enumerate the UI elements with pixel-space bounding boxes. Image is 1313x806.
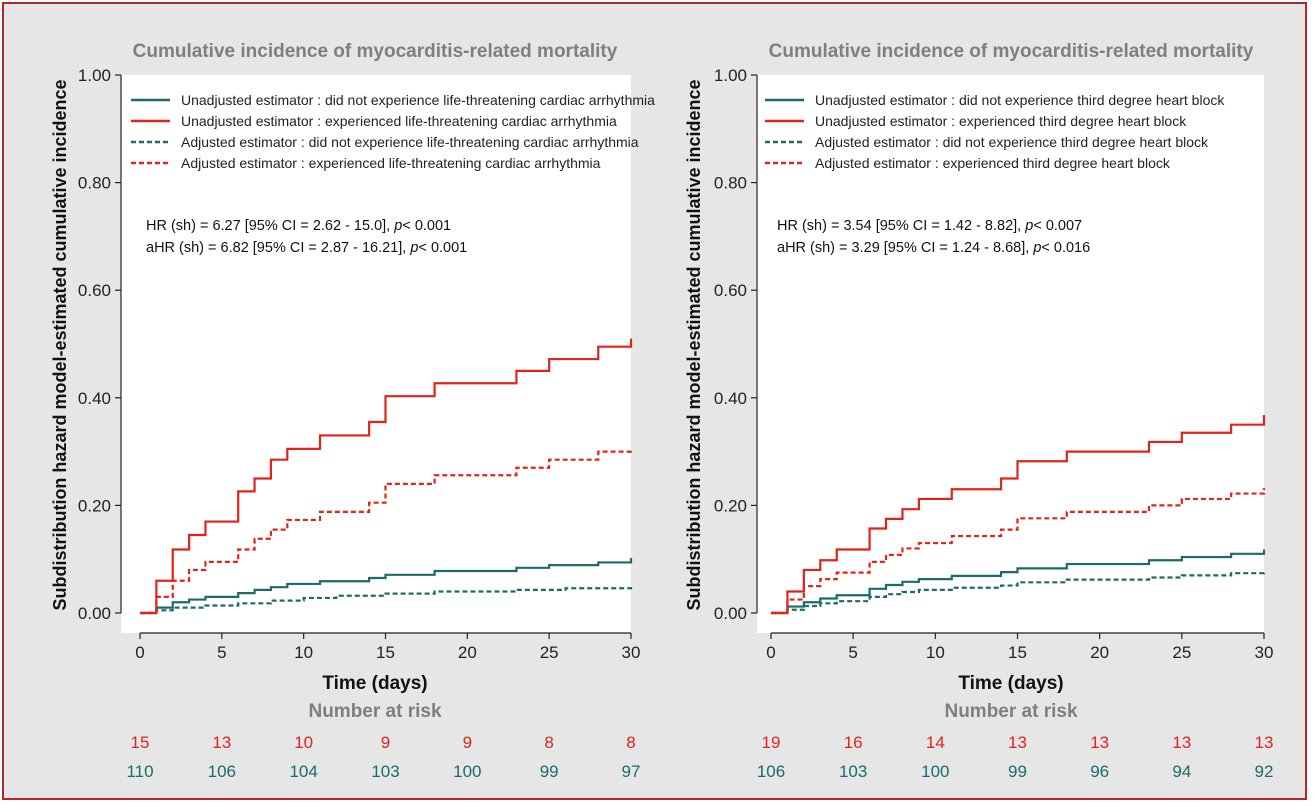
y-tick-label: 0.00 [78,604,111,623]
risk-count-unexposed: 97 [622,762,641,781]
risk-table-title: Number at risk [308,701,441,722]
risk-count-unexposed: 99 [1008,762,1027,781]
risk-count-unexposed: 96 [1090,762,1109,781]
axes: 0.00 0.20 0.40 0.60 0.80 1.00 0 5 10 15 20 25 30 [714,66,1274,662]
x-tick-label: 15 [1008,643,1027,662]
x-tick-label: 30 [622,643,641,662]
legend-entry: Adjusted estimator : did not experience … [815,134,1209,150]
x-axis-label: Time (days) [958,673,1063,694]
legend-entry: Adjusted estimator : did not experience … [181,134,639,150]
risk-count-exposed: 19 [762,733,781,752]
legend-entry: Unadjusted estimator : experienced life-… [181,113,617,129]
ahr-annotation: aHR (sh) = 6.82 [95% CI = 2.87 - 16.21],… [146,240,467,256]
y-tick-label: 0.20 [78,496,111,515]
risk-count-unexposed: 94 [1172,762,1191,781]
series-line-3 [140,448,633,615]
risk-count-unexposed: 106 [757,762,785,781]
x-tick-label: 0 [135,643,144,662]
y-tick-label: 0.40 [714,389,747,408]
x-tick-label: 5 [217,643,226,662]
risk-count-exposed: 13 [1255,733,1274,752]
risk-table: 19 106 16 103 14 100 13 99 13 96 13 94 13 92 [757,733,1274,781]
x-tick-label: 15 [376,643,395,662]
risk-count-unexposed: 106 [208,762,236,781]
series-line-1 [140,338,633,615]
series-line-3 [771,488,1266,615]
risk-count-unexposed: 110 [126,762,153,781]
y-axis-label: Subdistribution hazard model-estimated c… [684,79,704,610]
series-line-2 [140,586,633,615]
series-group [140,338,633,615]
risk-count-exposed: 13 [1172,733,1191,752]
panel-left: Cumulative incidence of myocarditis-rela… [50,41,655,781]
series-line-2 [771,571,1266,615]
ahr-annotation: aHR (sh) = 3.29 [95% CI = 1.24 - 8.68], … [777,240,1090,256]
risk-count-unexposed: 103 [371,762,399,781]
risk-count-unexposed: 100 [453,762,481,781]
legend-entry: Adjusted estimator : experienced third d… [815,155,1171,171]
x-tick-label: 30 [1255,643,1274,662]
hr-annotation: HR (sh) = 3.54 [95% CI = 1.42 - 8.82], p… [777,218,1082,234]
legend-entry: Adjusted estimator : experienced life-th… [181,155,601,171]
x-tick-label: 10 [926,643,945,662]
x-tick-label: 25 [1172,643,1191,662]
axes: 0.00 0.20 0.40 0.60 0.80 1.00 0 5 10 15 20 25 30 [78,66,641,662]
panel-title: Cumulative incidence of myocarditis-rela… [769,41,1254,62]
x-tick-label: 20 [458,643,477,662]
x-tick-label: 20 [1090,643,1109,662]
legend-entry: Unadjusted estimator : did not experienc… [181,92,655,108]
risk-count-exposed: 15 [131,733,150,752]
y-tick-label: 0.80 [714,174,747,193]
plot-area [121,75,631,633]
panel-title: Cumulative incidence of myocarditis-rela… [133,41,618,62]
risk-count-unexposed: 92 [1255,762,1274,781]
x-tick-label: 10 [294,643,313,662]
y-tick-label: 0.60 [78,281,111,300]
x-tick-label: 5 [848,643,857,662]
risk-table: 15 110 13 106 10 104 9 103 9 100 8 99 8 97 [126,733,640,781]
risk-count-exposed: 8 [626,733,635,752]
x-axis-label: Time (days) [322,673,427,694]
y-tick-label: 1.00 [78,66,111,85]
hr-annotation: HR (sh) = 6.27 [95% CI = 2.62 - 15.0], p… [146,218,451,234]
series-line-0 [771,549,1266,615]
panel-right: Cumulative incidence of myocarditis-rela… [684,41,1273,781]
risk-count-unexposed: 104 [289,762,317,781]
series-group [771,415,1266,615]
risk-count-exposed: 13 [1090,733,1109,752]
y-tick-label: 0.80 [78,174,111,193]
risk-count-exposed: 10 [294,733,313,752]
y-tick-label: 0.60 [714,281,747,300]
risk-count-unexposed: 103 [839,762,867,781]
plot-area [757,75,1264,633]
x-tick-label: 25 [540,643,559,662]
risk-count-exposed: 9 [463,733,472,752]
risk-count-exposed: 14 [926,733,945,752]
y-tick-label: 1.00 [714,66,747,85]
legend-entry: Unadjusted estimator : experienced third… [815,113,1187,129]
risk-count-exposed: 13 [212,733,231,752]
risk-count-unexposed: 100 [921,762,949,781]
series-line-1 [771,415,1266,615]
y-tick-label: 0.40 [78,389,111,408]
risk-count-exposed: 16 [844,733,863,752]
y-axis-label: Subdistribution hazard model-estimated c… [50,79,70,610]
y-tick-label: 0.00 [714,604,747,623]
y-tick-label: 0.20 [714,496,747,515]
risk-table-title: Number at risk [944,701,1077,722]
legend-entry: Unadjusted estimator : did not experienc… [815,92,1225,108]
risk-count-exposed: 9 [381,733,390,752]
legend: Unadjusted estimator : did not experienc… [131,92,655,171]
risk-count-exposed: 13 [1008,733,1027,752]
risk-count-unexposed: 99 [540,762,559,781]
x-tick-label: 0 [766,643,775,662]
risk-count-exposed: 8 [544,733,553,752]
series-line-0 [140,558,633,615]
legend: Unadjusted estimator : did not experienc… [765,92,1225,171]
